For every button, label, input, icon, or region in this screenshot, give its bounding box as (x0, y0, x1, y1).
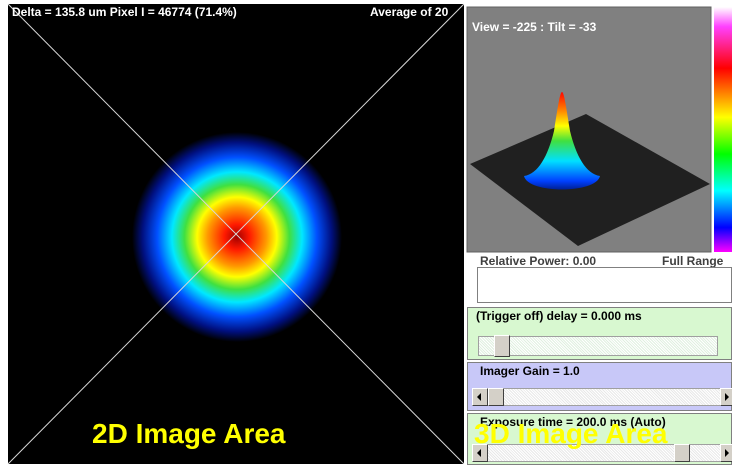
gain-panel: Imager Gain = 1.0 (467, 362, 732, 411)
control-label: (Trigger off) delay = 0.000 ms (476, 309, 642, 323)
scroll-right[interactable] (720, 388, 732, 406)
view-info: View = -225 : Tilt = -33 (472, 20, 596, 34)
scrollbar[interactable] (472, 388, 732, 406)
image-info: Delta = 135.8 um Pixel I = 46774 (71.4%) (12, 5, 237, 19)
image-2d (0, 0, 466, 468)
average-info: Average of 20 (370, 5, 448, 19)
scroll-left[interactable] (472, 388, 488, 406)
slider-thumb[interactable] (494, 335, 510, 357)
area-label: 2D Image Area (92, 418, 286, 450)
area-label: 3D Image Area (474, 418, 668, 450)
beam-profile (132, 132, 342, 342)
range-mode[interactable]: Full Range (662, 254, 723, 268)
control-label: Imager Gain = 1.0 (480, 364, 580, 378)
status-box (477, 267, 732, 303)
scroll-thumb[interactable] (674, 444, 690, 462)
slider-track[interactable] (478, 336, 718, 356)
relative-power: Relative Power: 0.00 (480, 254, 596, 268)
app-window: {"image_2d": {"info": "Delta = 135.8 um … (0, 0, 732, 468)
trigger-panel: (Trigger off) delay = 0.000 ms (467, 307, 732, 360)
color-scale (714, 7, 732, 252)
scroll-thumb[interactable] (488, 388, 504, 406)
view-3d (466, 6, 732, 254)
scroll-right[interactable] (720, 444, 732, 462)
